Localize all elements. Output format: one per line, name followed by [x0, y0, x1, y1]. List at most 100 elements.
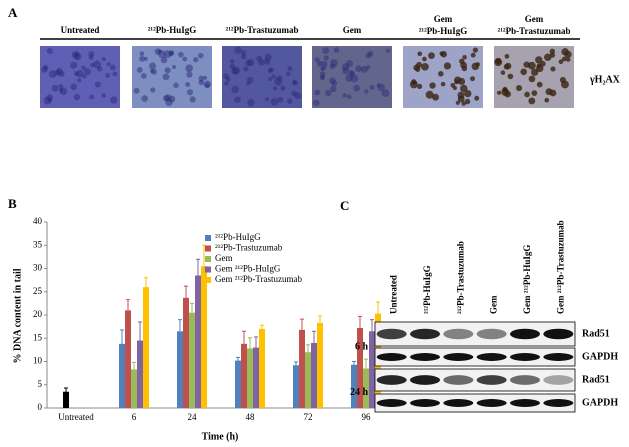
band: [476, 328, 507, 340]
cell: [268, 77, 273, 82]
error-bar: [300, 318, 304, 330]
cell: [561, 80, 569, 89]
y-tick-label: 30: [33, 263, 43, 273]
band: [543, 328, 574, 340]
error-bar: [248, 337, 252, 349]
cell: [528, 75, 536, 83]
cell: [141, 72, 147, 79]
band: [376, 328, 407, 340]
cell: [549, 52, 556, 58]
cell: [333, 47, 340, 53]
cell: [440, 81, 446, 87]
bar: [201, 266, 207, 408]
cell: [504, 62, 512, 70]
cell: [464, 90, 472, 98]
cell: [544, 53, 552, 61]
blot-label: GAPDH: [582, 397, 618, 408]
band: [443, 399, 474, 407]
band: [410, 353, 440, 361]
y-tick-label: 25: [33, 286, 43, 296]
band: [443, 328, 474, 340]
legend-label: ²¹²Pb-Trastuzumab: [215, 243, 283, 253]
cell: [292, 79, 297, 85]
legend-label: Gem ²¹²Pb-HuIgG: [215, 264, 281, 274]
band: [476, 353, 507, 361]
cell: [136, 66, 143, 73]
cell: [189, 96, 196, 103]
bar: [125, 310, 131, 408]
cell: [323, 55, 330, 61]
cell: [321, 65, 327, 70]
bar: [241, 343, 247, 408]
cell: [106, 62, 111, 67]
cell: [89, 94, 95, 100]
band: [543, 399, 574, 407]
cell: [528, 97, 536, 105]
cell: [470, 76, 476, 82]
bar: [369, 331, 375, 408]
band: [410, 399, 440, 407]
cell: [360, 65, 368, 73]
cell: [185, 64, 194, 73]
band: [443, 353, 474, 361]
error-bar: [190, 302, 194, 313]
cell: [294, 92, 302, 100]
blot: [374, 321, 576, 347]
cell: [550, 66, 556, 72]
cell: [536, 81, 543, 88]
cell: [241, 53, 247, 60]
column-header: Gem: [343, 25, 362, 35]
time-label: 24 h: [350, 387, 369, 398]
bar: [143, 287, 149, 408]
cell: [364, 89, 369, 94]
band: [476, 375, 507, 385]
cell: [325, 89, 332, 97]
cell: [105, 72, 111, 78]
bar: [131, 369, 137, 408]
blot-label: Rad51: [582, 374, 610, 385]
column-header: ²¹²Pb-Trastuzumab: [226, 25, 299, 35]
cell: [101, 57, 106, 62]
cell: [462, 55, 467, 60]
cell: [247, 99, 255, 107]
cell: [544, 97, 550, 103]
column-header: ²¹²Pb-HuIgG: [422, 265, 432, 314]
cell: [133, 87, 140, 94]
row-label: γH₂AX: [589, 74, 621, 85]
cell: [162, 73, 170, 81]
cell: [139, 55, 146, 62]
bar: [119, 343, 125, 408]
error-bar: [202, 244, 206, 267]
bar: [137, 340, 143, 408]
cell: [429, 82, 436, 89]
cell: [457, 95, 465, 103]
cell: [185, 81, 191, 88]
cell: [500, 70, 506, 75]
cell: [561, 56, 567, 62]
cell: [558, 59, 564, 64]
bar: [177, 331, 183, 408]
cell: [385, 48, 390, 53]
cell: [81, 73, 87, 79]
cell: [531, 90, 538, 96]
bar: [247, 348, 253, 408]
cell: [464, 98, 471, 105]
cell: [273, 86, 278, 91]
error-bar: [318, 315, 322, 323]
y-tick-label: 5: [38, 379, 43, 389]
cell: [94, 81, 101, 88]
cell: [56, 67, 63, 75]
cell: [101, 93, 107, 98]
x-tick-label: 96: [362, 412, 372, 422]
cell: [243, 66, 249, 72]
cell: [186, 71, 193, 78]
cell: [276, 75, 283, 82]
error-bar: [260, 324, 264, 329]
cell: [342, 67, 350, 75]
cell: [150, 68, 155, 74]
band: [376, 399, 407, 407]
band: [376, 353, 407, 361]
cell: [376, 83, 381, 88]
panel-label: C: [340, 198, 349, 213]
cell: [47, 97, 53, 103]
